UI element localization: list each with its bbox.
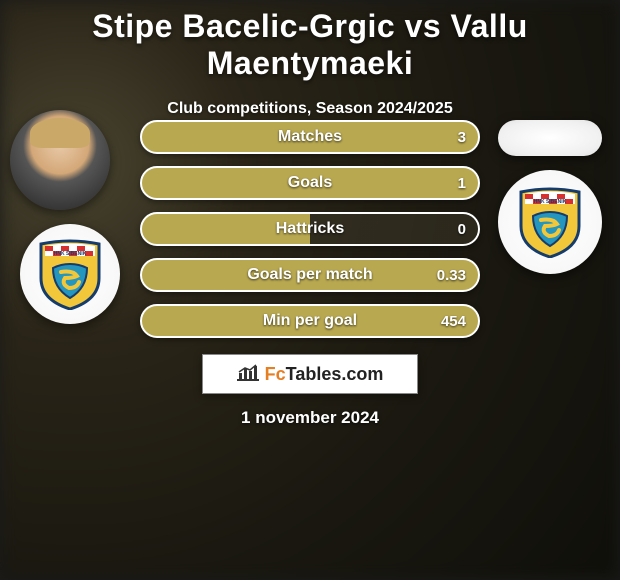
stat-row: Hattricks 0 (140, 212, 480, 246)
stat-value-right: 454 (441, 313, 466, 330)
club-shield-icon: HNK ŠIBENIK (39, 238, 101, 310)
svg-text:HNK ŠIBENIK: HNK ŠIBENIK (54, 249, 87, 257)
stat-value-right: 1 (458, 175, 466, 192)
player2-club-badge: HNK ŠIBENIK (498, 170, 602, 274)
logo-text: FcTables.com (265, 364, 384, 385)
chart-icon (237, 363, 259, 386)
stat-row: Goals per match 0.33 (140, 258, 480, 292)
stat-row: Goals 1 (140, 166, 480, 200)
stat-value-right: 0.33 (437, 267, 466, 284)
stat-label: Goals per match (247, 266, 372, 284)
svg-text:HNK ŠIBENIK: HNK ŠIBENIK (534, 197, 567, 205)
stat-row: Min per goal 454 (140, 304, 480, 338)
stat-value-right: 3 (458, 129, 466, 146)
stat-label: Hattricks (276, 220, 344, 238)
fctables-logo[interactable]: FcTables.com (202, 354, 418, 394)
stat-label: Matches (278, 128, 342, 146)
stat-label: Goals (288, 174, 332, 192)
club-shield-icon: HNK ŠIBENIK (519, 186, 581, 258)
stat-value-right: 0 (458, 221, 466, 238)
date-label: 1 november 2024 (0, 408, 620, 428)
player1-club-badge: HNK ŠIBENIK (20, 224, 120, 324)
page-title: Stipe Bacelic-Grgic vs Vallu Maentymaeki (0, 0, 620, 82)
stat-label: Min per goal (263, 312, 357, 330)
stats-panel: Matches 3 Goals 1 Hattricks 0 Goals per match 0… (140, 120, 480, 350)
player1-avatar (10, 110, 110, 210)
player2-avatar (498, 120, 602, 156)
stat-row: Matches 3 (140, 120, 480, 154)
